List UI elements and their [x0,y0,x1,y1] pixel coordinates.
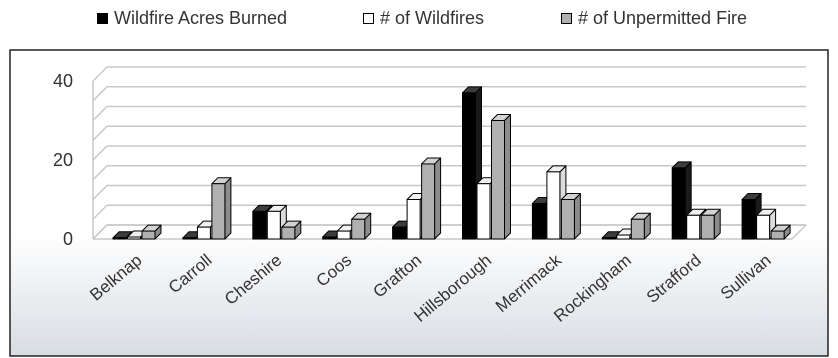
bar [421,157,442,240]
bar [700,208,721,240]
legend-item-unpermitted: # of Unpermitted Fire [561,8,747,29]
legend-swatch-wildfires [363,13,374,24]
bar [351,212,372,240]
legend-item-wildfires: # of Wildfires [363,8,484,29]
bar [211,177,232,240]
y-tick-label: 20 [53,150,73,170]
chart-legend: Wildfire Acres Burned # of Wildfires # o… [0,8,838,32]
bar [770,224,791,240]
y-axis: 0 20 40 [53,71,73,249]
y-tick-label: 0 [63,229,73,249]
legend-label-wildfires: # of Wildfires [380,8,485,28]
legend-label-acres-burned: Wildfire Acres Burned [114,8,288,28]
bar [630,212,651,240]
bar [560,193,581,240]
bar [141,224,162,240]
legend-swatch-unpermitted [561,13,572,24]
bar [281,220,302,240]
y-tick-label: 40 [53,71,73,91]
bar [491,114,511,240]
legend-label-unpermitted: # of Unpermitted Fire [578,8,748,28]
legend-item-acres-burned: Wildfire Acres Burned [97,8,287,29]
bars [112,86,791,240]
legend-swatch-acres-burned [97,13,108,24]
